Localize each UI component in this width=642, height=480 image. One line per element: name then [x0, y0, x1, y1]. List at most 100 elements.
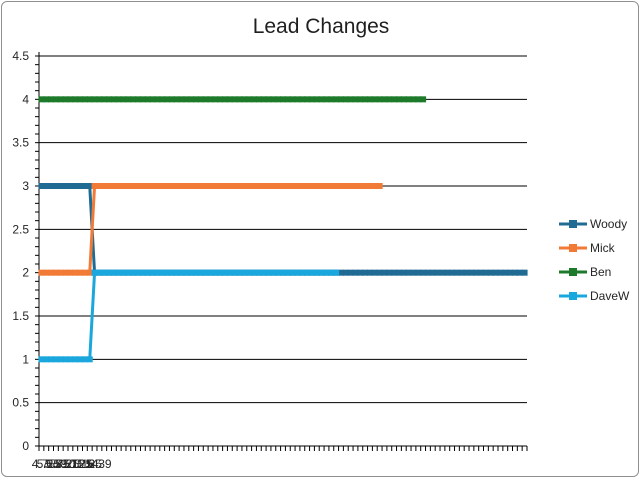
data-point [67, 356, 74, 363]
data-point [308, 269, 315, 276]
data-point [212, 96, 219, 103]
data-point [154, 183, 161, 189]
data-point [255, 269, 262, 276]
data-point [260, 96, 267, 103]
data-point [52, 269, 59, 276]
data-point [260, 269, 267, 276]
data-point [57, 356, 64, 363]
data-point [352, 96, 359, 103]
data-point [333, 183, 340, 189]
gridlines [39, 55, 527, 404]
data-point [415, 269, 422, 276]
data-point [405, 269, 412, 276]
data-point [207, 269, 214, 276]
data-point [183, 269, 190, 276]
data-point [202, 96, 209, 103]
y-tick-label: 4 [22, 92, 29, 106]
data-point [101, 269, 108, 276]
series-layer [38, 96, 528, 363]
data-point [77, 269, 84, 276]
data-point [222, 269, 229, 276]
data-point [391, 269, 398, 276]
data-point [463, 269, 470, 276]
data-point [251, 96, 258, 103]
data-point [226, 269, 233, 276]
data-point [115, 183, 122, 189]
data-point [159, 269, 166, 276]
data-point [410, 96, 417, 103]
data-point [482, 269, 489, 276]
y-tick-label: 3.5 [12, 136, 29, 150]
data-point [77, 183, 84, 189]
data-point [342, 96, 349, 103]
data-point [366, 183, 373, 189]
data-point [81, 96, 88, 103]
chart-title: Lead Changes [253, 15, 390, 38]
x-tick-label: 14 [85, 457, 99, 471]
data-point [294, 183, 301, 189]
data-point [72, 183, 79, 189]
data-point [178, 96, 185, 103]
y-tick-label: 2 [22, 266, 29, 280]
data-point [101, 96, 108, 103]
data-point [183, 96, 190, 103]
data-point [328, 183, 335, 189]
data-point [110, 183, 117, 189]
data-point [77, 96, 84, 103]
axes [35, 52, 528, 451]
data-point [139, 96, 146, 103]
data-point [371, 96, 378, 103]
data-point [193, 269, 200, 276]
legend-marker [569, 220, 577, 228]
data-point [217, 183, 224, 189]
data-point [357, 183, 364, 189]
data-point [487, 269, 494, 276]
data-point [57, 269, 64, 276]
data-point [236, 269, 243, 276]
x-tick-label: 11.5 [71, 457, 94, 471]
data-point [154, 96, 161, 103]
data-point [308, 183, 315, 189]
data-point [173, 96, 180, 103]
data-point [280, 96, 286, 103]
data-point [492, 269, 499, 276]
data-point [502, 269, 509, 276]
data-point [304, 183, 311, 189]
data-point [67, 183, 74, 189]
data-point [106, 269, 113, 276]
data-point [183, 183, 190, 189]
legend-label: Mick [590, 241, 616, 255]
data-point [130, 183, 137, 189]
y-tick-label: 3 [22, 179, 29, 193]
data-point [193, 96, 200, 103]
data-point [168, 183, 175, 189]
data-point [270, 269, 277, 276]
data-point [43, 96, 50, 103]
data-point [280, 183, 286, 189]
data-point [67, 269, 74, 276]
data-point [110, 96, 117, 103]
data-point [96, 269, 103, 276]
data-point [130, 269, 137, 276]
data-point [144, 269, 151, 276]
data-point [62, 183, 69, 189]
data-point [265, 96, 272, 103]
data-point [280, 269, 286, 276]
data-point [57, 183, 64, 189]
data-point [313, 96, 320, 103]
x-tick-label: 4.75 [32, 457, 56, 471]
data-point [139, 183, 146, 189]
data-point [91, 96, 98, 103]
data-point [265, 183, 272, 189]
data-point [328, 96, 335, 103]
data-point [48, 356, 55, 363]
data-point [381, 269, 388, 276]
data-point [255, 96, 262, 103]
data-point [352, 269, 359, 276]
data-point [52, 96, 59, 103]
data-point [444, 269, 451, 276]
data-point [410, 269, 417, 276]
data-point [164, 183, 171, 189]
data-point [420, 269, 427, 276]
